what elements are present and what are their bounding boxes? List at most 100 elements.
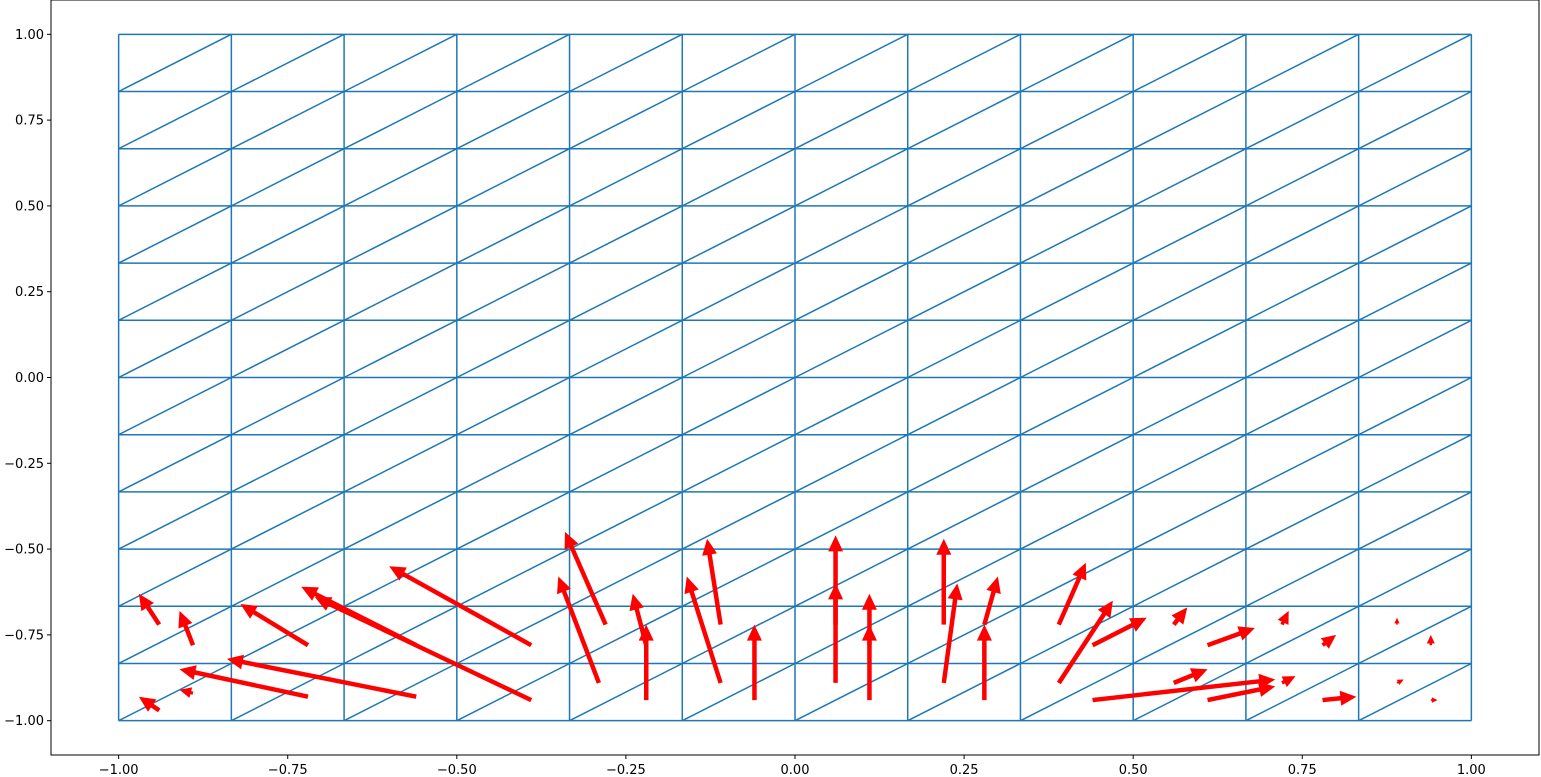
velocity-arrow xyxy=(702,538,723,625)
mesh-diagonal-line xyxy=(907,662,1021,722)
velocity-arrow xyxy=(684,576,723,684)
velocity-arrow xyxy=(1277,610,1289,626)
x-tick-label: 1.00 xyxy=(1457,763,1486,777)
mesh-diagonal-line xyxy=(794,205,909,264)
velocity-arrow xyxy=(226,654,417,699)
velocity-arrow xyxy=(1396,679,1404,685)
mesh-diagonal-line xyxy=(907,605,1021,665)
mesh-diagonal-line xyxy=(343,262,458,321)
y-tick-label: 0.75 xyxy=(15,114,44,129)
velocity-arrow xyxy=(178,610,196,646)
velocity-arrow xyxy=(828,583,844,683)
velocity-arrow xyxy=(828,535,844,625)
mesh-diagonal-line xyxy=(907,491,1021,550)
mesh-diagonal-line xyxy=(1020,605,1134,665)
mesh-diagonal-line xyxy=(794,262,909,321)
mesh-diagonal-line xyxy=(1132,434,1247,493)
mesh-diagonal-line xyxy=(681,33,796,93)
mesh-diagonal-line xyxy=(1358,605,1472,665)
mesh-diagonal-line xyxy=(1132,376,1247,436)
mesh-diagonal-line xyxy=(456,548,570,607)
mesh-diagonal-line xyxy=(1020,548,1134,607)
mesh-diagonal-line xyxy=(118,662,232,722)
mesh-diagonal-line xyxy=(681,376,796,436)
mesh-diagonal-line xyxy=(1132,491,1247,550)
mesh-diagonal-line xyxy=(1020,434,1134,493)
mesh-diagonal-line xyxy=(231,148,345,207)
mesh-diagonal-line xyxy=(907,376,1021,436)
mesh-diagonal-line xyxy=(118,319,232,379)
mesh-diagonal-line xyxy=(456,205,570,264)
mesh-diagonal-line xyxy=(1132,548,1247,607)
velocity-arrow xyxy=(389,566,533,648)
velocity-arrow xyxy=(1092,673,1276,703)
y-tick-label: −0.25 xyxy=(4,457,44,472)
mesh-diagonal-line xyxy=(794,376,909,436)
x-tick-label: −1.00 xyxy=(99,763,139,777)
mesh-diagonal-line xyxy=(1020,376,1134,436)
mesh-diagonal-line xyxy=(907,90,1021,150)
mesh-diagonal-line xyxy=(231,262,345,321)
mesh-diagonal-line xyxy=(681,605,796,665)
mesh-diagonal-line xyxy=(231,33,345,93)
velocity-arrow xyxy=(138,696,161,713)
mesh-diagonal-line xyxy=(456,319,570,379)
mesh-diagonal-line xyxy=(794,548,909,607)
mesh-diagonal-line xyxy=(569,148,683,207)
y-tick-label: 0.50 xyxy=(15,199,44,214)
mesh-diagonal-line xyxy=(569,90,683,150)
velocity-arrow xyxy=(179,665,309,699)
mesh-diagonal-line xyxy=(681,319,796,379)
y-axis-ticks: 1.00 0.75 0.50 0.25 0.00 −0.25 −0.50 −0.75 −1.00 xyxy=(4,28,51,729)
mesh-diagonal-line xyxy=(456,90,570,150)
mesh-diagonal-line xyxy=(1020,662,1134,722)
mesh-diagonal-line xyxy=(118,148,232,207)
mesh-diagonal-line xyxy=(1358,33,1472,93)
mesh-diagonal-line xyxy=(1358,205,1472,264)
mesh-diagonal-line xyxy=(1245,491,1359,550)
mesh-diagonal-line xyxy=(681,548,796,607)
mesh-diagonal-line xyxy=(343,148,458,207)
mesh-diagonal-line xyxy=(118,205,232,264)
mesh-diagonal-line xyxy=(569,491,683,550)
mesh-diagonal-line xyxy=(456,33,570,93)
mesh-diagonal-line xyxy=(231,376,345,436)
mesh-diagonal-line xyxy=(1358,434,1472,493)
mesh-diagonal-line xyxy=(1358,491,1472,550)
x-tick-label: −0.25 xyxy=(606,763,646,777)
mesh-diagonal-line xyxy=(569,319,683,379)
velocity-arrow xyxy=(941,583,963,684)
mesh-diagonal-line xyxy=(1020,90,1134,150)
mesh-diagonal-line xyxy=(343,90,458,150)
mesh-diagonal-line xyxy=(1132,90,1247,150)
mesh-diagonal-line xyxy=(1132,662,1247,722)
mesh-diagonal-line xyxy=(1358,319,1472,379)
mesh-diagonal-line xyxy=(1245,548,1359,607)
mesh-diagonal-line xyxy=(794,662,909,722)
mesh-diagonal-line xyxy=(1245,376,1359,436)
mesh-diagonal-line xyxy=(1358,90,1472,150)
mesh-diagonal-line xyxy=(1132,605,1247,665)
mesh-diagonal-line xyxy=(456,376,570,436)
mesh-diagonal-line xyxy=(681,205,796,264)
velocity-arrow xyxy=(1172,668,1208,685)
mesh-diagonal-line xyxy=(1358,376,1472,436)
mesh-diagonal-line xyxy=(343,434,458,493)
mesh-diagonal-line xyxy=(794,148,909,207)
x-tick-label: 0.75 xyxy=(1288,763,1317,777)
mesh-diagonal-line xyxy=(1358,148,1472,207)
mesh-diagonal-line xyxy=(681,434,796,493)
mesh-diagonal-line xyxy=(343,33,458,93)
mesh-diagonal-line xyxy=(456,262,570,321)
mesh-diagonal-line xyxy=(1358,262,1472,321)
velocity-arrow xyxy=(1322,690,1357,706)
mesh-diagonal-line xyxy=(456,148,570,207)
mesh-diagonal-line xyxy=(1132,262,1247,321)
y-tick-label: 0.00 xyxy=(15,371,44,386)
velocity-arrow xyxy=(629,593,649,646)
velocity-arrow xyxy=(557,576,601,684)
velocity-arrow xyxy=(936,538,952,625)
y-tick-label: −0.75 xyxy=(4,628,44,643)
mesh-diagonal-line xyxy=(681,262,796,321)
mesh-diagonal-line xyxy=(1132,33,1247,93)
